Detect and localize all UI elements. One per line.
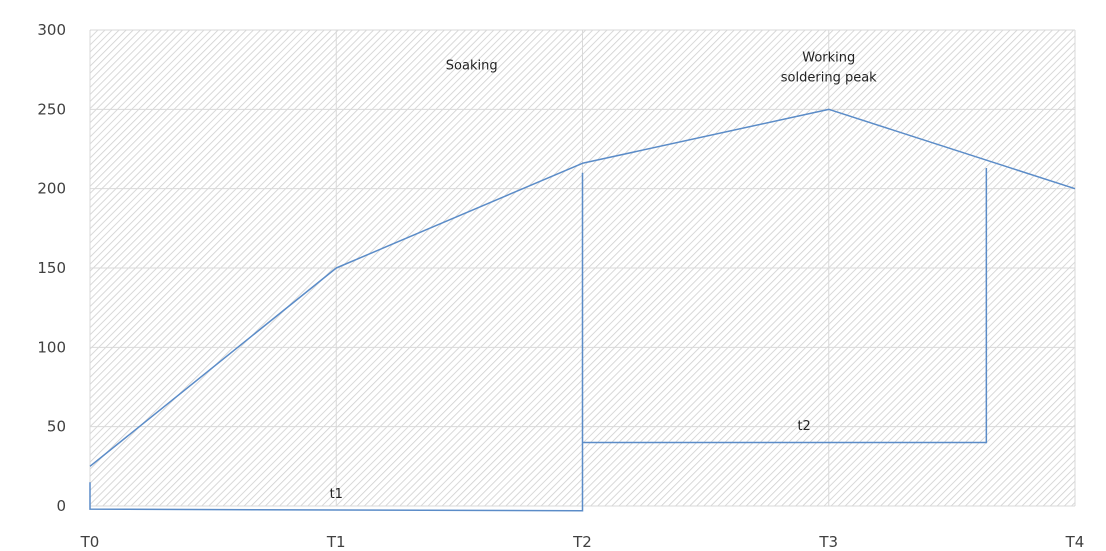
x-tick-label-T0: T0 <box>80 533 100 551</box>
x-tick-label-T1: T1 <box>326 533 346 551</box>
y-tick-label-200: 200 <box>37 180 66 198</box>
x-tick-label-T2: T2 <box>572 533 592 551</box>
y-tick-label-300: 300 <box>37 21 66 39</box>
bracket-line-t2 <box>582 168 988 444</box>
y-tick-label-250: 250 <box>37 100 66 118</box>
y-tick-label-100: 100 <box>37 338 66 356</box>
annotation-1: Working soldering peak <box>781 51 877 86</box>
x-tick-label-T4: T4 <box>1065 533 1085 551</box>
annotation-0: Soaking <box>446 59 498 74</box>
axes: 0 50 100 150 200 250 300 T0 T1 T2 T3 T4 <box>37 21 1084 551</box>
annotations: Soaking Working soldering peak t1 t2 <box>330 51 878 502</box>
y-tick-label-150: 150 <box>37 259 66 277</box>
series-layer <box>89 108 1076 512</box>
annotation-2: t1 <box>330 487 343 502</box>
x-tick-label-T3: T3 <box>818 533 838 551</box>
y-tick-label-50: 50 <box>47 418 66 436</box>
bracket-line-t1 <box>89 172 584 512</box>
y-tick-label-0: 0 <box>56 497 66 515</box>
annotation-3: t2 <box>797 419 810 434</box>
series-line-0 <box>89 108 1076 467</box>
